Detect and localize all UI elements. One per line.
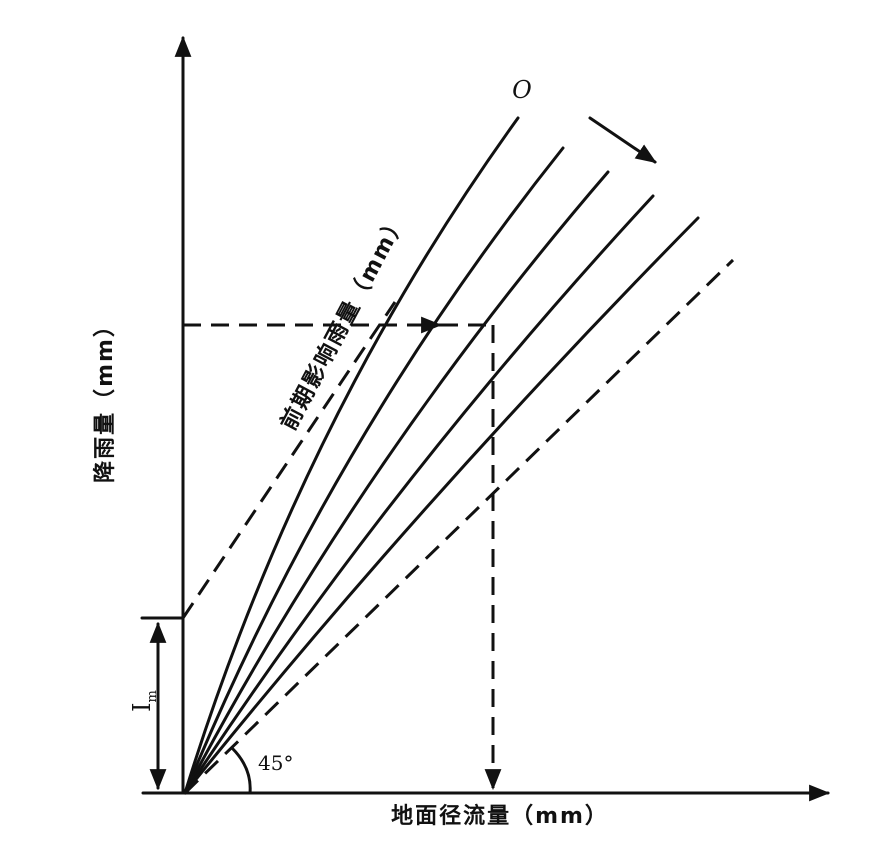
curve [183, 194, 655, 795]
angle-label: 45° [258, 751, 293, 775]
x-axis-label: 地面径流量（mm） [391, 803, 609, 829]
curve [183, 170, 610, 795]
im-text: I [128, 703, 156, 712]
im-subscript: m [145, 690, 160, 702]
y-axis-label: 降雨量（mm） [93, 313, 118, 483]
axes [141, 35, 831, 802]
im-label: Im [128, 690, 160, 712]
curve-label: O [512, 76, 532, 104]
curves [181, 116, 735, 795]
direction-arrow [588, 116, 657, 164]
curve [183, 116, 520, 795]
im-line [181, 301, 397, 619]
curve [183, 146, 565, 795]
angle-arc [230, 746, 252, 795]
curve [183, 216, 700, 795]
guides [140, 116, 657, 795]
reference-line [183, 258, 735, 795]
